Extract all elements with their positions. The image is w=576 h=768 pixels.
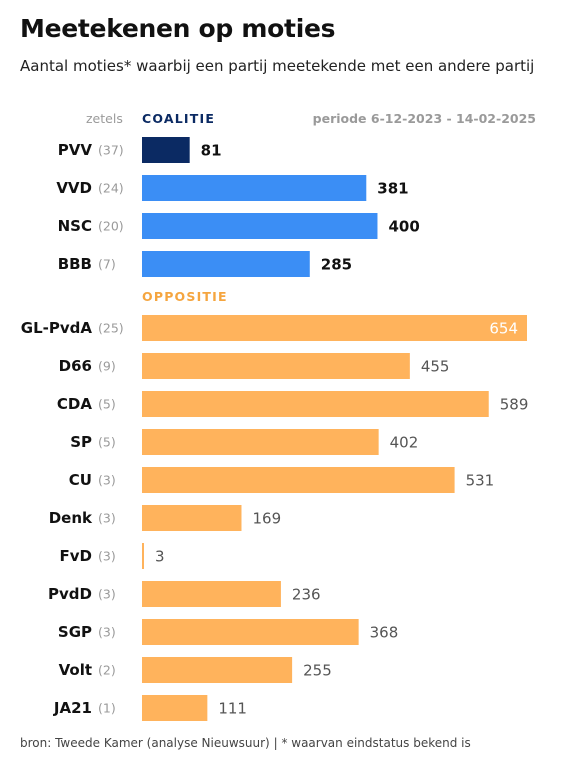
bar-nsc bbox=[142, 213, 378, 239]
opposition-section-label: OPPOSITIE bbox=[142, 289, 228, 304]
seat-count-nsc: (20) bbox=[98, 219, 124, 234]
bar-ja21 bbox=[142, 695, 208, 721]
value-label-vvd: 381 bbox=[377, 180, 408, 198]
value-label-gl-pvda: 654 bbox=[489, 320, 518, 338]
coalition-section-label: COALITIE bbox=[142, 111, 216, 126]
seat-count-gl-pvda: (25) bbox=[98, 321, 124, 336]
party-label-sp: SP bbox=[70, 433, 92, 451]
footnote: * waarvan eindstatus bekend is bbox=[281, 736, 471, 750]
party-label-pvdd: PvdD bbox=[48, 585, 92, 603]
period-label: periode 6-12-2023 - 14-02-2025 bbox=[312, 111, 536, 126]
bar-pvdd bbox=[142, 581, 281, 607]
seats-column-header: zetels bbox=[86, 111, 123, 126]
value-label-cu: 531 bbox=[466, 472, 495, 490]
party-label-volt: Volt bbox=[59, 661, 92, 679]
bar-pvv bbox=[142, 137, 190, 163]
party-label-denk: Denk bbox=[49, 509, 93, 527]
seat-count-denk: (3) bbox=[98, 511, 116, 526]
value-label-cda: 589 bbox=[500, 396, 529, 414]
value-label-sp: 402 bbox=[390, 434, 419, 452]
party-label-ja21: JA21 bbox=[53, 699, 92, 717]
bar-vvd bbox=[142, 175, 367, 201]
bar-sp bbox=[142, 429, 379, 455]
party-label-cu: CU bbox=[69, 471, 92, 489]
value-label-volt: 255 bbox=[303, 662, 332, 680]
seat-count-volt: (2) bbox=[98, 663, 116, 678]
party-label-sgp: SGP bbox=[58, 623, 92, 641]
bar-bbb bbox=[142, 251, 310, 277]
party-label-nsc: NSC bbox=[58, 217, 92, 235]
value-label-denk: 169 bbox=[252, 510, 281, 528]
bar-cda bbox=[142, 391, 489, 417]
seat-count-cda: (5) bbox=[98, 397, 116, 412]
seat-count-vvd: (24) bbox=[98, 181, 124, 196]
bar-denk bbox=[142, 505, 242, 531]
bar-volt bbox=[142, 657, 293, 683]
chart-title: Meetekenen op moties bbox=[20, 14, 336, 43]
seat-count-sgp: (3) bbox=[98, 625, 116, 640]
seat-count-fvd: (3) bbox=[98, 549, 116, 564]
seat-count-ja21: (1) bbox=[98, 701, 116, 716]
bar-sgp bbox=[142, 619, 359, 645]
value-label-bbb: 285 bbox=[321, 256, 352, 274]
seat-count-d66: (9) bbox=[98, 359, 116, 374]
party-label-pvv: PVV bbox=[58, 141, 93, 159]
bar-d66 bbox=[142, 353, 410, 379]
value-label-sgp: 368 bbox=[370, 624, 399, 642]
value-label-pvv: 81 bbox=[201, 142, 222, 160]
party-label-cda: CDA bbox=[57, 395, 92, 413]
party-label-fvd: FvD bbox=[60, 547, 92, 565]
seat-count-pvv: (37) bbox=[98, 143, 124, 158]
party-label-gl-pvda: GL-PvdA bbox=[21, 319, 93, 337]
party-label-bbb: BBB bbox=[58, 255, 92, 273]
value-label-nsc: 400 bbox=[388, 218, 419, 236]
value-label-fvd: 3 bbox=[155, 548, 165, 566]
footer: bron: Tweede Kamer (analyse Nieuwsuur) |… bbox=[20, 736, 471, 750]
source-note: bron: Tweede Kamer (analyse Nieuwsuur) bbox=[20, 736, 270, 750]
value-label-ja21: 111 bbox=[218, 700, 247, 718]
seat-count-cu: (3) bbox=[98, 473, 116, 488]
bar-cu bbox=[142, 467, 455, 493]
party-label-vvd: VVD bbox=[56, 179, 92, 197]
chart-subtitle: Aantal moties* waarbij een partij meetek… bbox=[20, 57, 535, 75]
seat-count-sp: (5) bbox=[98, 435, 116, 450]
value-label-d66: 455 bbox=[421, 358, 450, 376]
footer-separator: | bbox=[273, 736, 278, 750]
bar-gl-pvda bbox=[142, 315, 527, 341]
seat-count-pvdd: (3) bbox=[98, 587, 116, 602]
seat-count-bbb: (7) bbox=[98, 257, 116, 272]
party-label-d66: D66 bbox=[59, 357, 92, 375]
value-label-pvdd: 236 bbox=[292, 586, 321, 604]
bar-fvd bbox=[142, 543, 144, 569]
